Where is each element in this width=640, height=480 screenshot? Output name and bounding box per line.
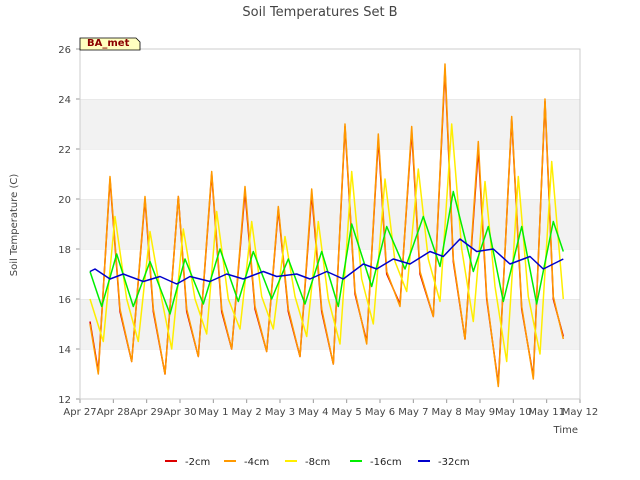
legend: -2cm -4cm -8cm -16cm -32cm [165, 457, 470, 468]
x-tick-label: May 8 [432, 407, 462, 418]
grid-band [80, 199, 580, 249]
x-tick-label: May 6 [365, 407, 395, 418]
grid-band [80, 149, 580, 199]
chart-title: Soil Temperatures Set B [242, 5, 397, 20]
series-line-16cm [89, 190, 565, 315]
station-badge: BA_met [79, 37, 141, 51]
y-tick-label: 14 [58, 345, 71, 356]
y-tick-label: 22 [58, 145, 71, 156]
x-tick-label: May 9 [465, 407, 495, 418]
x-tick-label: May 7 [398, 407, 428, 418]
y-tick-label: 16 [58, 295, 71, 306]
badge-text: BA_met [87, 38, 130, 49]
x-axis-label: Time [553, 425, 578, 436]
y-tick-label: 18 [58, 245, 71, 256]
y-tick-label: 26 [58, 45, 71, 56]
x-tick-label: May 10 [495, 407, 532, 418]
y-tick-label: 12 [58, 395, 71, 406]
legend-label: -32cm [438, 457, 470, 468]
y-axis-label: Soil Temperature (C) [9, 174, 20, 277]
series-line-8cm [89, 123, 565, 363]
x-tick-label: May 12 [562, 407, 599, 418]
x-tick-label: May 1 [198, 407, 228, 418]
grid-band [80, 49, 580, 99]
series-line-4cm [89, 63, 565, 388]
y-tick-label: 24 [58, 95, 71, 106]
grid-band [80, 99, 580, 149]
series-lines [89, 63, 565, 388]
x-tick-label: Apr 29 [130, 407, 163, 418]
x-tick-label: Apr 28 [97, 407, 130, 418]
x-tick-label: Apr 27 [63, 407, 96, 418]
y-tick-label: 20 [58, 195, 71, 206]
y-axis-ticks: 12 14 16 18 20 22 24 26 [58, 45, 80, 406]
x-tick-label: May 11 [528, 407, 565, 418]
x-tick-label: May 4 [298, 407, 328, 418]
badge-box [79, 37, 141, 51]
legend-label: -8cm [305, 457, 330, 468]
x-tick-label: May 5 [332, 407, 362, 418]
legend-label: -4cm [244, 457, 269, 468]
plot-frame [79, 48, 581, 400]
grid-band [80, 249, 580, 299]
x-tick-label: Apr 30 [163, 407, 196, 418]
x-tick-label: May 2 [232, 407, 262, 418]
plot-bands [80, 48, 580, 399]
x-tick-label: May 3 [265, 407, 295, 418]
series-line-32cm [89, 238, 564, 285]
grid-band [80, 349, 580, 399]
legend-label: -16cm [370, 457, 402, 468]
legend-label: -2cm [185, 457, 210, 468]
